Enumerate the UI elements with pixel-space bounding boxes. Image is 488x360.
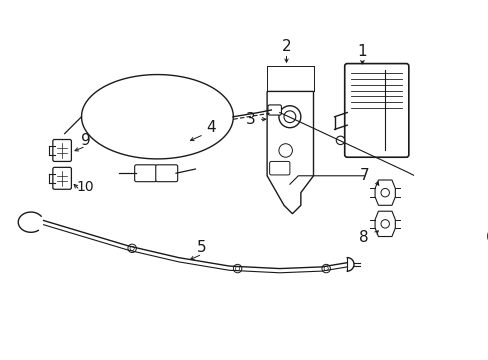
Circle shape [321, 264, 330, 273]
FancyBboxPatch shape [267, 105, 281, 115]
Polygon shape [374, 180, 394, 205]
Circle shape [284, 111, 295, 123]
Circle shape [128, 244, 136, 253]
Text: 9: 9 [81, 133, 90, 148]
Circle shape [285, 113, 293, 121]
Circle shape [130, 246, 134, 251]
FancyBboxPatch shape [156, 165, 177, 182]
Text: 3: 3 [245, 112, 255, 127]
Text: 10: 10 [77, 180, 94, 194]
FancyBboxPatch shape [53, 140, 71, 161]
Circle shape [278, 144, 292, 157]
Circle shape [336, 136, 344, 145]
Text: 8: 8 [359, 230, 368, 245]
FancyBboxPatch shape [269, 161, 289, 175]
FancyBboxPatch shape [53, 167, 71, 189]
Text: 1: 1 [357, 44, 366, 59]
Circle shape [380, 188, 388, 197]
Text: 7: 7 [359, 168, 368, 183]
Circle shape [235, 266, 239, 271]
Text: 6: 6 [485, 230, 488, 245]
Circle shape [324, 266, 327, 271]
Text: 2: 2 [281, 39, 291, 54]
Polygon shape [374, 211, 394, 237]
Circle shape [380, 220, 388, 228]
FancyBboxPatch shape [437, 184, 470, 211]
Circle shape [233, 264, 241, 273]
Circle shape [278, 106, 300, 128]
Text: 4: 4 [205, 120, 215, 135]
Polygon shape [266, 91, 313, 214]
FancyBboxPatch shape [134, 165, 156, 182]
Polygon shape [431, 176, 477, 222]
Text: 5: 5 [197, 240, 206, 255]
FancyBboxPatch shape [344, 64, 408, 157]
Circle shape [281, 108, 298, 125]
